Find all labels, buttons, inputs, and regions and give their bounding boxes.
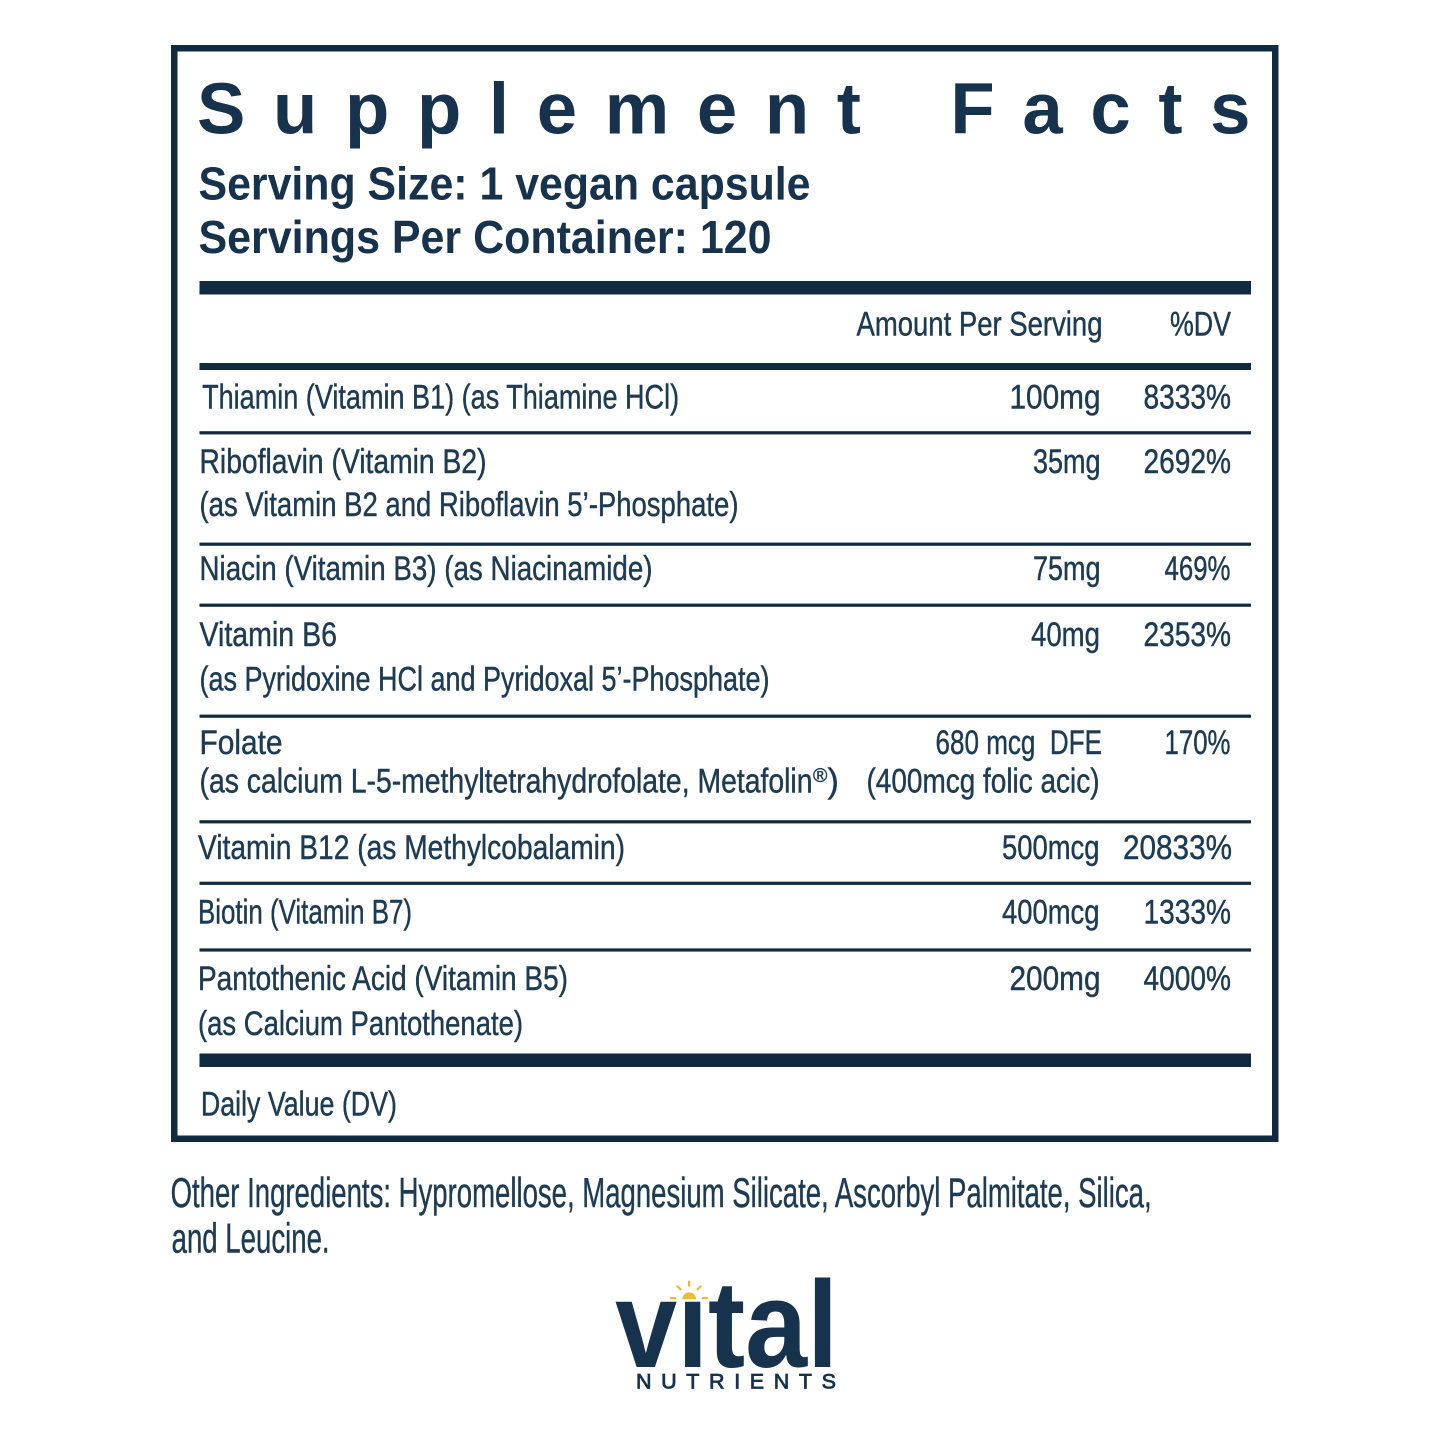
svg-text:20833%: 20833% — [1123, 829, 1232, 867]
svg-text:®: ® — [813, 765, 828, 787]
svg-text:Servings Per Container: 120: Servings Per Container: 120 — [199, 211, 772, 263]
svg-text:Amount Per Serving: Amount Per Serving — [857, 306, 1103, 344]
svg-text:(as Vitamin B2 and Riboflavin: (as Vitamin B2 and Riboflavin 5’-Phospha… — [200, 486, 739, 524]
svg-text:Niacin (Vitamin B3) (as Niacin: Niacin (Vitamin B3) (as Niacinamide) — [200, 550, 653, 588]
svg-text:and Leucine.: and Leucine. — [172, 1215, 330, 1262]
svg-text:40mg: 40mg — [1031, 616, 1100, 654]
svg-text:Serving Size: 1 vegan capsule: Serving Size: 1 vegan capsule — [199, 158, 811, 210]
svg-text:%DV: %DV — [1170, 306, 1231, 344]
svg-text:1333%: 1333% — [1144, 894, 1232, 932]
svg-text:Other Ingredients: Hypromellos: Other Ingredients: Hypromellose, Magnesi… — [171, 1169, 1152, 1216]
svg-text:170%: 170% — [1165, 724, 1231, 762]
svg-text:(as Calcium Pantothenate): (as Calcium Pantothenate) — [198, 1005, 523, 1043]
svg-text:2353%: 2353% — [1144, 616, 1232, 654]
svg-text:4000%: 4000% — [1144, 960, 1232, 998]
svg-text:400mcg: 400mcg — [1002, 894, 1100, 932]
svg-text:(as calcium L-5-methyltetrahyd: (as calcium L-5-methyltetrahydrofolate, … — [200, 763, 813, 801]
svg-text:Folate: Folate — [200, 724, 283, 762]
svg-text:): ) — [828, 763, 839, 801]
svg-text:(400mcg folic acic): (400mcg folic acic) — [867, 763, 1100, 801]
svg-text:vıtal: vıtal — [615, 1257, 838, 1394]
svg-text:469%: 469% — [1165, 550, 1231, 588]
svg-text:200mg: 200mg — [1010, 960, 1101, 998]
svg-text:8333%: 8333% — [1144, 378, 1232, 416]
svg-text:Vitamin B12 (as Methylcobalami: Vitamin B12 (as Methylcobalamin) — [198, 829, 625, 867]
svg-text:Daily Value (DV): Daily Value (DV) — [201, 1086, 397, 1124]
svg-text:NUTRIENTS: NUTRIENTS — [636, 1370, 836, 1394]
svg-text:Pantothenic Acid (Vitamin B5): Pantothenic Acid (Vitamin B5) — [198, 960, 568, 998]
svg-text:Riboflavin (Vitamin B2): Riboflavin (Vitamin B2) — [200, 443, 487, 481]
svg-text:500mcg: 500mcg — [1002, 829, 1100, 867]
svg-text:Thiamin (Vitamin B1) (as Thiam: Thiamin (Vitamin B1) (as Thiamine HCl) — [202, 378, 679, 416]
svg-text:680 mcg DFE: 680 mcg DFE — [936, 724, 1103, 762]
svg-text:Biotin (Vitamin B7): Biotin (Vitamin B7) — [198, 894, 412, 932]
svg-text:(as Pyridoxine HCl and Pyridox: (as Pyridoxine HCl and Pyridoxal 5’-Phos… — [200, 660, 770, 698]
svg-text:Supplement Facts: Supplement Facts — [197, 69, 1251, 150]
svg-text:Vitamin B6: Vitamin B6 — [200, 616, 338, 654]
svg-text:75mg: 75mg — [1033, 550, 1101, 588]
svg-text:100mg: 100mg — [1010, 378, 1101, 416]
svg-text:2692%: 2692% — [1144, 443, 1232, 481]
svg-text:35mg: 35mg — [1033, 443, 1101, 481]
